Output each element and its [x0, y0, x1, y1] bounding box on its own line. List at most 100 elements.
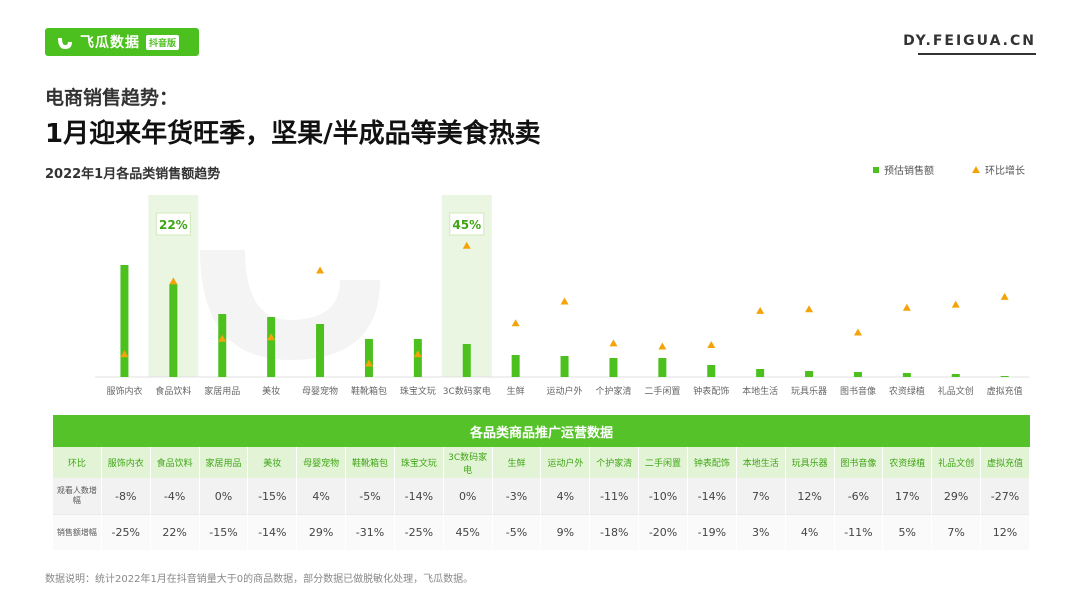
- table-cell: -11%: [590, 478, 640, 514]
- bar: [609, 358, 618, 377]
- x-tick-label: 玩具乐器: [791, 385, 827, 397]
- table-cell: 4%: [297, 478, 347, 514]
- table-cell: -10%: [639, 478, 688, 514]
- table-cell: -20%: [639, 514, 688, 550]
- x-tick-label: 图书音像: [840, 385, 876, 397]
- growth-marker: [267, 333, 276, 341]
- operations-table: 各品类商品推广运营数据 环比 服饰内衣 食品饮料 家居用品 美妆 母婴宠物 鞋靴箱包 珠宝文…: [53, 415, 1030, 550]
- data-note: 数据说明：统计2022年1月在抖音销量大于0的商品数据，部分数据已做脱敏化处理，…: [45, 574, 474, 585]
- growth-marker: [462, 241, 471, 249]
- section-kicker: 电商销售趋势：: [45, 87, 179, 109]
- growth-marker: [951, 300, 960, 308]
- table-cell: -14%: [687, 478, 737, 514]
- bar: [364, 339, 373, 377]
- growth-marker: [853, 328, 862, 336]
- row-label: 销售额增幅: [53, 514, 102, 550]
- bar: [120, 265, 129, 377]
- growth-marker: [169, 277, 178, 285]
- legend-marker-swatch: [972, 166, 980, 173]
- x-tick-label: 生鲜: [507, 385, 525, 397]
- table-row: 观看人数增幅 -8% -4% 0% -15% 4% -5% -14% 0% -3% 4% -11% -…: [53, 478, 1030, 514]
- bar: [951, 374, 960, 377]
- growth-marker: [902, 303, 911, 311]
- table-cell: -11%: [834, 514, 884, 550]
- x-tick-label: 3C数码家电: [443, 385, 491, 397]
- x-tick-label: 钟表配饰: [693, 385, 729, 397]
- table-cell: -14%: [394, 478, 444, 514]
- table-header-cell: 母婴宠物: [297, 447, 347, 478]
- table-cell: -6%: [834, 478, 884, 514]
- x-tick-label: 家居用品: [204, 385, 240, 397]
- table-cell: 7%: [932, 514, 982, 550]
- table-cell: 12%: [981, 514, 1030, 550]
- table-cell: 7%: [736, 478, 786, 514]
- table-cell: 9%: [541, 514, 591, 550]
- chart-title: 2022年1月各品类销售额趋势: [45, 167, 221, 182]
- table-cell: -18%: [590, 514, 640, 550]
- table-header-cell: 珠宝文玩: [394, 447, 444, 478]
- table-header-cell: 食品饮料: [150, 447, 200, 478]
- bar: [756, 369, 765, 377]
- bar: [1000, 376, 1009, 377]
- table-cell: 45%: [443, 514, 493, 550]
- growth-marker: [413, 350, 422, 358]
- table-header-cell: 美妆: [248, 447, 298, 478]
- table-cell: -31%: [346, 514, 395, 550]
- table-cell: 4%: [785, 514, 835, 550]
- table-cell: -4%: [150, 478, 200, 514]
- table-cell: -15%: [199, 514, 249, 550]
- brand-name: 飞瓜数据: [80, 35, 140, 51]
- table-header-row: 环比 服饰内衣 食品饮料 家居用品 美妆 母婴宠物 鞋靴箱包 珠宝文玩 3C数码家电 生鲜 运动户…: [53, 447, 1030, 478]
- sales-trend-chart: 22% 45% 服饰内衣 食品饮料 家居用品 美妆 母婴宠物 鞋靴箱包 珠宝文玩 3C数码家电 生鲜…: [95, 195, 1030, 397]
- legend-bar-label: 预估销售额: [884, 166, 934, 177]
- growth-marker: [707, 340, 716, 348]
- table-cell: 4%: [541, 478, 591, 514]
- table-cell: -25%: [394, 514, 444, 550]
- table-cell: -8%: [101, 478, 151, 514]
- bar: [316, 324, 325, 377]
- x-tick-label: 个护家清: [595, 385, 631, 397]
- site-url[interactable]: DY.FEIGUA.CN: [903, 33, 1036, 49]
- x-tick-label: 礼品文创: [938, 385, 974, 397]
- table-cell: -14%: [248, 514, 298, 550]
- growth-marker: [218, 334, 227, 342]
- legend-marker: 环比增长: [972, 162, 1025, 177]
- table-header-cell: 本地生活: [736, 447, 786, 478]
- table-corner: 环比: [53, 447, 102, 478]
- table-cell: -19%: [687, 514, 737, 550]
- table-header-cell: 生鲜: [492, 447, 542, 478]
- table-header-cell: 鞋靴箱包: [346, 447, 395, 478]
- legend-bar: 预估销售额: [873, 162, 934, 177]
- growth-marker: [658, 342, 667, 350]
- table-cell: 3%: [736, 514, 786, 550]
- table-cell: -27%: [981, 478, 1030, 514]
- growth-marker: [120, 350, 129, 358]
- table-header-cell: 家居用品: [199, 447, 249, 478]
- table-header-cell: 运动户外: [541, 447, 591, 478]
- table-cell: 12%: [785, 478, 835, 514]
- table-header-cell: 钟表配饰: [687, 447, 737, 478]
- table-cell: 0%: [199, 478, 249, 514]
- x-tick-label: 运动户外: [547, 385, 583, 397]
- table-cell: 5%: [883, 514, 933, 550]
- legend-bar-swatch: [873, 166, 879, 173]
- bar: [413, 339, 422, 377]
- x-tick-label: 二手闲置: [644, 385, 680, 397]
- x-tick-label: 鞋靴箱包: [351, 385, 387, 397]
- x-tick-label: 食品饮料: [155, 385, 191, 397]
- x-tick-label: 服饰内衣: [106, 385, 142, 397]
- x-tick-label: 本地生活: [742, 385, 778, 397]
- table-cell: 29%: [297, 514, 347, 550]
- table-header-cell: 个护家清: [590, 447, 640, 478]
- bar: [658, 358, 667, 377]
- bar: [169, 284, 178, 377]
- table-cell: 22%: [150, 514, 200, 550]
- x-tick-label: 虚拟充值: [987, 385, 1023, 397]
- growth-marker: [805, 305, 814, 313]
- table-cell: -5%: [346, 478, 395, 514]
- bar: [560, 356, 569, 377]
- table-header-cell: 图书音像: [834, 447, 884, 478]
- table-cell: -25%: [101, 514, 151, 550]
- bar: [902, 373, 911, 377]
- feigua-logo-icon: [58, 38, 72, 49]
